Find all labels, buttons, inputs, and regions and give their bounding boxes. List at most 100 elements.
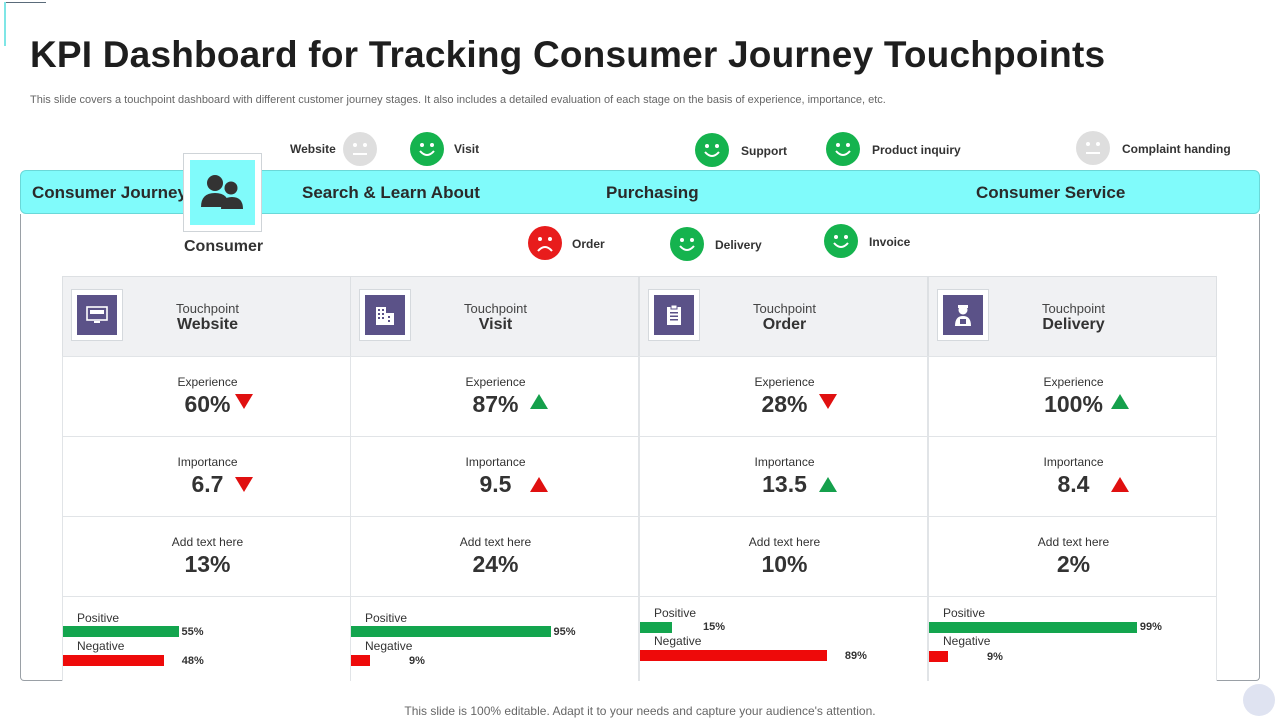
importance-label: Importance [465, 455, 526, 469]
importance-cell: Importance 6.7 [62, 436, 351, 517]
corner-line-vertical [4, 2, 6, 46]
experience-label: Experience [177, 375, 238, 389]
experience-value: 60% [184, 391, 231, 417]
extra-metric-label: Add text here [459, 535, 532, 549]
extra-metric-value: 13% [184, 551, 231, 577]
extra-metric-label: Add text here [748, 535, 821, 549]
stage-search-learn: Search & Learn About [302, 183, 480, 202]
experience-cell: Experience 87% [350, 356, 639, 437]
emotion-label-website: Website [290, 142, 336, 156]
negative-label: Negative [77, 639, 125, 653]
smiley-face-icon [670, 227, 704, 261]
stage-purchasing: Purchasing [606, 183, 699, 202]
touchpoint-header: Touchpoint Order [639, 276, 928, 357]
importance-label: Importance [754, 455, 815, 469]
importance-value: 9.5 [479, 471, 512, 497]
trend-down-icon [235, 477, 253, 492]
page-title: KPI Dashboard for Tracking Consumer Jour… [30, 34, 1106, 75]
decorative-circle [1243, 684, 1275, 716]
experience-cell: Experience 60% [62, 356, 351, 437]
negative-bar [640, 650, 827, 661]
importance-label: Importance [1043, 455, 1104, 469]
importance-value: 13.5 [762, 471, 807, 497]
clipboard-icon [654, 295, 694, 335]
extra-metric-cell: Add text here 2% [928, 516, 1217, 597]
footer-note: This slide is 100% editable. Adapt it to… [404, 704, 876, 718]
positive-label: Positive [654, 606, 697, 620]
sentiment-cell: Positive 99% Negative 9% [928, 596, 1217, 681]
touchpoint-caption: Touchpoint [464, 301, 527, 316]
touchpoint-column-visit: Touchpoint Visit Experience 87% Importan… [350, 276, 639, 681]
touchpoint-name: Visit [478, 316, 513, 333]
sentiment-cell: Positive 15% Negative 89% [639, 596, 928, 681]
positive-value: 95% [553, 626, 576, 638]
experience-label: Experience [754, 375, 815, 389]
trend-up-icon [819, 477, 837, 492]
negative-value: 9% [409, 655, 425, 667]
trend-down-icon [819, 394, 837, 409]
neutral-face-icon [343, 132, 377, 166]
touchpoint-name: Delivery [1042, 316, 1105, 333]
experience-label: Experience [1043, 375, 1104, 389]
positive-label: Positive [77, 611, 120, 625]
positive-value: 55% [181, 626, 204, 638]
touchpoint-header: Touchpoint Delivery [928, 276, 1217, 357]
negative-label: Negative [943, 634, 991, 648]
experience-label: Experience [465, 375, 526, 389]
extra-metric-cell: Add text here 13% [62, 516, 351, 597]
emotion-label-order: Order [572, 237, 605, 251]
touchpoint-grid: Touchpoint Website Experience 60% Import… [62, 276, 1217, 681]
page-subtitle: This slide covers a touchpoint dashboard… [30, 94, 886, 106]
touchpoint-caption: Touchpoint [176, 301, 239, 316]
importance-cell: Importance 8.4 [928, 436, 1217, 517]
extra-metric-value: 2% [1056, 551, 1091, 577]
touchpoint-header: Touchpoint Visit [350, 276, 639, 357]
touchpoint-icon-frame [71, 289, 123, 341]
touchpoint-name: Website [176, 316, 239, 333]
touchpoint-column-order: Touchpoint Order Experience 28% Importan… [639, 276, 928, 681]
positive-bar [63, 626, 179, 637]
delivery-person-icon [943, 295, 983, 335]
negative-value: 48% [181, 655, 204, 667]
extra-metric-label: Add text here [1037, 535, 1110, 549]
extra-metric-label: Add text here [171, 535, 244, 549]
positive-bar [351, 626, 551, 637]
touchpoint-caption: Touchpoint [753, 301, 816, 316]
extra-metric-value: 10% [761, 551, 808, 577]
extra-metric-cell: Add text here 24% [350, 516, 639, 597]
positive-label: Positive [365, 611, 408, 625]
consumer-avatar-tile [183, 153, 262, 232]
trend-up-icon [530, 394, 548, 409]
trend-up-icon [530, 477, 548, 492]
emotion-label-product-inquiry: Product inquiry [872, 143, 961, 157]
importance-value: 6.7 [191, 471, 224, 497]
emotion-label-invoice: Invoice [869, 235, 911, 249]
building-icon [365, 295, 405, 335]
journey-label: Consumer Journey [32, 183, 187, 202]
touchpoint-column-delivery: Touchpoint Delivery Experience 100% Impo… [928, 276, 1217, 681]
emotion-label-support: Support [741, 144, 787, 158]
website-icon [77, 295, 117, 335]
negative-bar [63, 655, 164, 666]
positive-label: Positive [943, 606, 986, 620]
experience-value: 28% [761, 391, 808, 417]
smiley-face-icon [695, 133, 729, 167]
experience-value: 87% [472, 391, 519, 417]
touchpoint-icon-frame [359, 289, 411, 341]
touchpoint-name: Order [762, 316, 807, 333]
sentiment-cell: Positive 55% Negative 48% [62, 596, 351, 681]
experience-value: 100% [1044, 391, 1103, 417]
sad-face-icon [528, 226, 562, 260]
trend-up-icon [1111, 394, 1129, 409]
negative-bar [351, 655, 370, 666]
negative-value: 89% [844, 650, 867, 662]
corner-line-horizontal [4, 2, 46, 3]
positive-value: 99% [1139, 621, 1162, 633]
sentiment-cell: Positive 95% Negative 9% [350, 596, 639, 681]
neutral-face-icon [1076, 131, 1110, 165]
positive-bar [640, 622, 672, 633]
experience-cell: Experience 100% [928, 356, 1217, 437]
importance-value: 8.4 [1057, 471, 1090, 497]
experience-cell: Experience 28% [639, 356, 928, 437]
importance-cell: Importance 13.5 [639, 436, 928, 517]
